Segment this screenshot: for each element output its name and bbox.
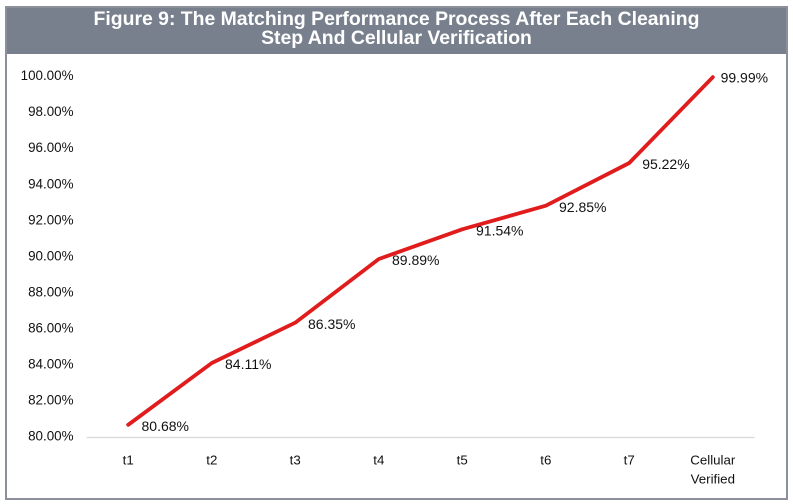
- svg-text:t4: t4: [373, 453, 384, 468]
- svg-text:92.85%: 92.85%: [559, 199, 606, 215]
- svg-text:80.68%: 80.68%: [142, 418, 189, 434]
- svg-text:t1: t1: [123, 453, 134, 468]
- svg-text:96.00%: 96.00%: [28, 140, 74, 155]
- svg-text:90.00%: 90.00%: [28, 248, 74, 263]
- svg-text:t7: t7: [624, 453, 635, 468]
- svg-text:t2: t2: [206, 453, 217, 468]
- svg-text:86.00%: 86.00%: [28, 321, 74, 336]
- svg-text:t3: t3: [290, 453, 301, 468]
- svg-text:t6: t6: [540, 453, 551, 468]
- svg-text:84.00%: 84.00%: [28, 357, 74, 372]
- svg-text:86.35%: 86.35%: [308, 316, 355, 332]
- svg-text:80.00%: 80.00%: [28, 429, 74, 444]
- svg-text:92.00%: 92.00%: [28, 212, 74, 227]
- svg-text:100.00%: 100.00%: [21, 68, 74, 83]
- svg-text:89.89%: 89.89%: [392, 252, 439, 268]
- svg-text:82.00%: 82.00%: [28, 393, 74, 408]
- svg-text:Cellular: Cellular: [690, 453, 736, 468]
- svg-text:99.99%: 99.99%: [721, 70, 768, 86]
- svg-text:95.22%: 95.22%: [642, 156, 689, 172]
- svg-text:Verified: Verified: [691, 472, 735, 487]
- svg-text:88.00%: 88.00%: [28, 284, 74, 299]
- svg-text:t5: t5: [457, 453, 468, 468]
- svg-text:91.54%: 91.54%: [476, 222, 523, 238]
- svg-text:84.11%: 84.11%: [225, 356, 271, 372]
- svg-text:98.00%: 98.00%: [28, 104, 74, 119]
- svg-text:94.00%: 94.00%: [28, 176, 74, 191]
